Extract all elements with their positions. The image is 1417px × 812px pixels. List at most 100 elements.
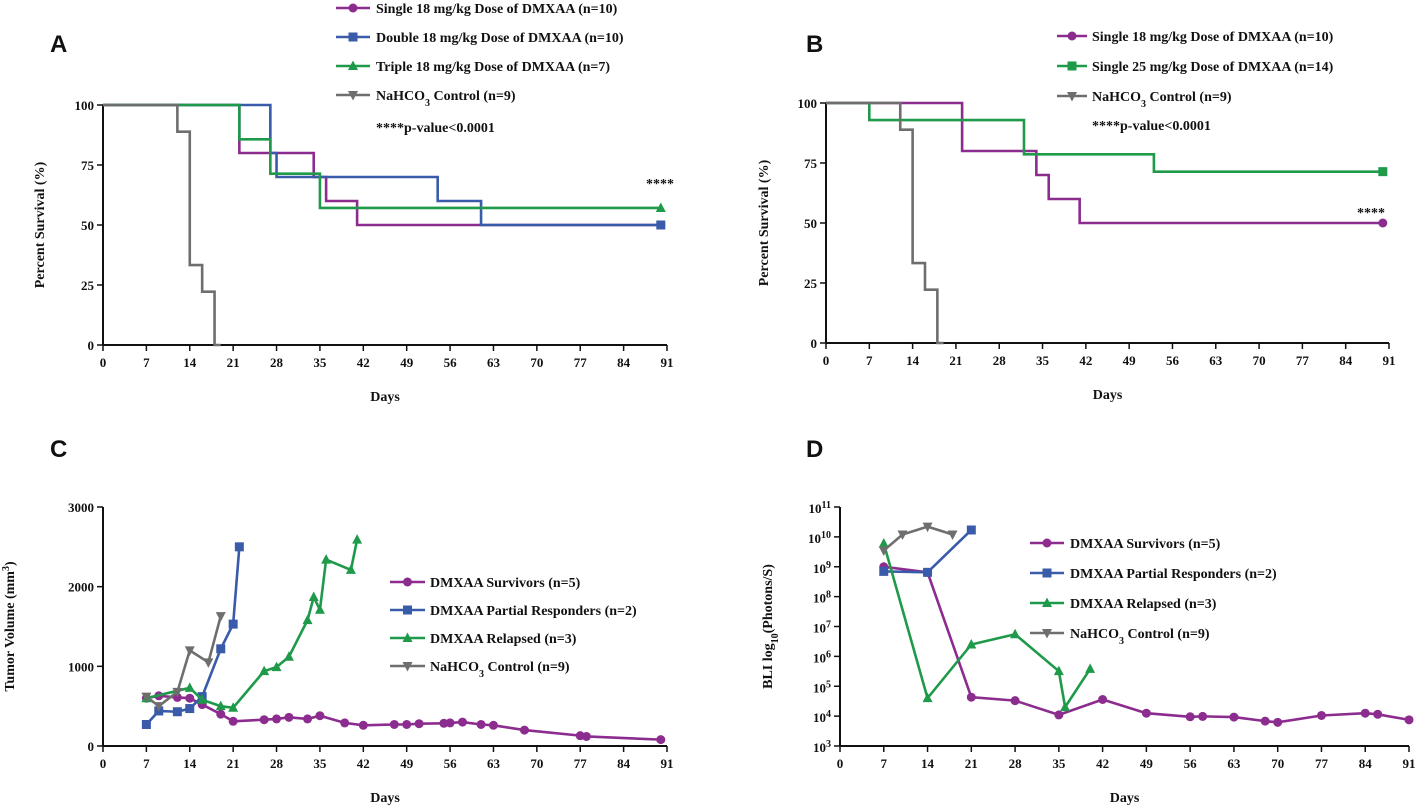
legend-item: DMXAA Survivors (n=5) <box>390 576 581 591</box>
y-axis-title-group: Percent Survival (%) <box>757 159 772 286</box>
data-point <box>314 604 325 614</box>
series-3 <box>878 538 1096 712</box>
y-tick-label-part: 3 <box>826 739 831 750</box>
x-tick-label: 7 <box>881 756 888 771</box>
x-tick-label: 77 <box>1296 353 1310 368</box>
x-axis-title: Days <box>370 390 400 405</box>
legend-label: DMXAA Relapsed (n=3) <box>430 632 577 647</box>
data-point <box>185 693 195 703</box>
legend-item: DMXAA Relapsed (n=3) <box>1030 597 1217 612</box>
x-tick-label: 91 <box>661 355 674 370</box>
legend-label: NaHCO3 Control (n=9) <box>430 660 570 680</box>
y-axis-title: Percent Survival (%) <box>33 161 48 288</box>
x-tick-label: 35 <box>1052 756 1066 771</box>
legend-label: NaHCO3 Control (n=9) <box>1070 627 1210 647</box>
legend-item: Single 18 mg/kg Dose of DMXAA (n=10) <box>336 2 618 17</box>
legend-item: Single 18 mg/kg Dose of DMXAA (n=10) <box>1057 30 1334 45</box>
y-tick-label: 50 <box>81 218 94 233</box>
data-point <box>184 682 195 692</box>
x-tick-label: 42 <box>357 355 370 370</box>
p-value-annotation: ****p-value<0.0001 <box>376 121 495 136</box>
y-tick-label: 1010 <box>808 529 831 546</box>
x-tick-label: 63 <box>487 355 501 370</box>
y-axis-title: Percent Survival (%) <box>757 159 772 286</box>
data-point <box>581 731 591 741</box>
legend-item: Single 25 mg/kg Dose of DMXAA (n=14) <box>1057 60 1334 75</box>
x-tick-label: 70 <box>1253 353 1266 368</box>
data-point <box>1085 663 1096 673</box>
data-point <box>352 534 363 544</box>
x-tick-label: 42 <box>1096 756 1109 771</box>
legend-label-part: DMXAA Partial Responders (n=2) <box>430 604 637 619</box>
x-tick-label: 49 <box>400 756 414 771</box>
data-point <box>879 566 889 576</box>
significance-stars: **** <box>646 177 674 192</box>
x-tick-label: 7 <box>143 355 150 370</box>
data-point <box>1260 716 1270 726</box>
y-tick-label-part: 10 <box>821 529 831 540</box>
legend-label-part: Control (n=9) <box>430 89 516 104</box>
y-axis-title-part: 3 <box>1 566 12 571</box>
x-tick-label: 77 <box>1315 756 1329 771</box>
data-point <box>153 702 164 712</box>
legend-label-part: DMXAA Relapsed (n=3) <box>430 632 577 647</box>
y-tick-label: 108 <box>813 589 831 606</box>
data-point <box>656 735 666 745</box>
x-tick-label: 63 <box>487 756 501 771</box>
data-point <box>315 711 325 721</box>
y-tick-label-part: 10 <box>809 501 822 516</box>
y-axis-title-part: Tumor Volume (mm <box>3 571 18 692</box>
legend-label-part: NaHCO <box>1070 627 1119 642</box>
data-point <box>303 714 313 724</box>
data-point <box>172 687 183 698</box>
end-point <box>656 220 666 230</box>
legend-item: DMXAA Partial Responders (n=2) <box>1030 567 1277 582</box>
y-tick-label-part: 4 <box>826 709 831 720</box>
y-tick-label: 109 <box>813 559 831 576</box>
y-tick-label-part: 7 <box>826 619 831 630</box>
legend-label-part: 3 <box>479 669 484 680</box>
x-tick-label: 56 <box>444 756 458 771</box>
series-4 <box>878 522 958 556</box>
legend-item: Double 18 mg/kg Dose of DMXAA (n=10) <box>336 31 624 46</box>
data-point <box>340 718 350 728</box>
data-point <box>1010 696 1020 706</box>
legend-item: NaHCO3 Control (n=9) <box>390 660 570 680</box>
legend-swatch-marker <box>1042 597 1052 607</box>
x-tick-label: 14 <box>921 756 935 771</box>
x-tick-label: 35 <box>1036 353 1050 368</box>
x-tick-label: 14 <box>183 756 197 771</box>
x-tick-label: 42 <box>1079 353 1092 368</box>
data-point <box>1404 715 1414 725</box>
legend-label: NaHCO3 Control (n=9) <box>1092 90 1232 110</box>
y-tick-label-part: 8 <box>826 589 831 600</box>
data-point <box>228 702 239 712</box>
data-point <box>302 614 313 625</box>
x-tick-label: 35 <box>313 756 327 771</box>
y-tick-label-part: 10 <box>813 621 826 636</box>
legend-label: Single 25 mg/kg Dose of DMXAA (n=14) <box>1092 60 1334 75</box>
series-line <box>883 529 973 574</box>
series-1 <box>826 101 1388 228</box>
data-point <box>185 704 195 714</box>
series-2 <box>879 525 976 577</box>
data-point <box>215 700 226 711</box>
x-tick-label: 49 <box>1140 756 1154 771</box>
p-value-annotation: ****p-value<0.0001 <box>1092 119 1211 134</box>
data-point <box>1229 712 1239 722</box>
series-line <box>103 103 661 210</box>
legend-swatch-marker <box>1067 61 1077 71</box>
x-tick-label: 0 <box>100 756 107 771</box>
legend-item: DMXAA Relapsed (n=3) <box>390 632 577 647</box>
data-point <box>283 651 294 661</box>
y-axis-title-group: Percent Survival (%) <box>33 161 48 288</box>
legend-label: NaHCO3 Control (n=9) <box>376 89 516 109</box>
data-point <box>197 694 208 704</box>
x-tick-label: 63 <box>1209 353 1223 368</box>
data-point <box>284 712 294 722</box>
data-point <box>141 719 151 729</box>
legend-label-part: 3 <box>1119 636 1124 647</box>
y-tick-label: 2000 <box>68 580 94 595</box>
x-tick-label: 91 <box>1403 756 1416 771</box>
y-tick-label: 75 <box>804 156 818 171</box>
